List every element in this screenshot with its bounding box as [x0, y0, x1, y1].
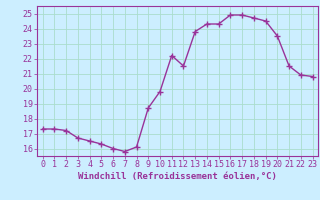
X-axis label: Windchill (Refroidissement éolien,°C): Windchill (Refroidissement éolien,°C) — [78, 172, 277, 181]
